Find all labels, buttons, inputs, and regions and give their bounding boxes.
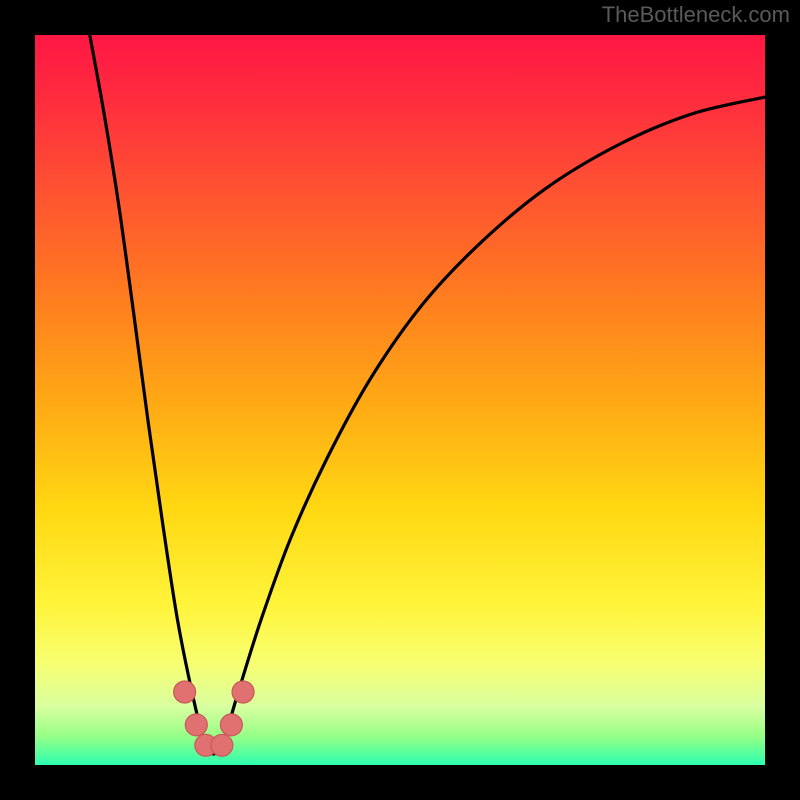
- curve-marker: [185, 714, 207, 736]
- curve-marker: [220, 714, 242, 736]
- bottleneck-curve: [90, 35, 765, 754]
- curve-marker: [232, 681, 254, 703]
- marker-group: [174, 681, 254, 756]
- curve-marker: [174, 681, 196, 703]
- watermark-text: TheBottleneck.com: [602, 2, 790, 28]
- curve-layer: [35, 35, 765, 765]
- chart-canvas: TheBottleneck.com: [0, 0, 800, 800]
- curve-marker: [211, 734, 233, 756]
- plot-area: [35, 35, 765, 765]
